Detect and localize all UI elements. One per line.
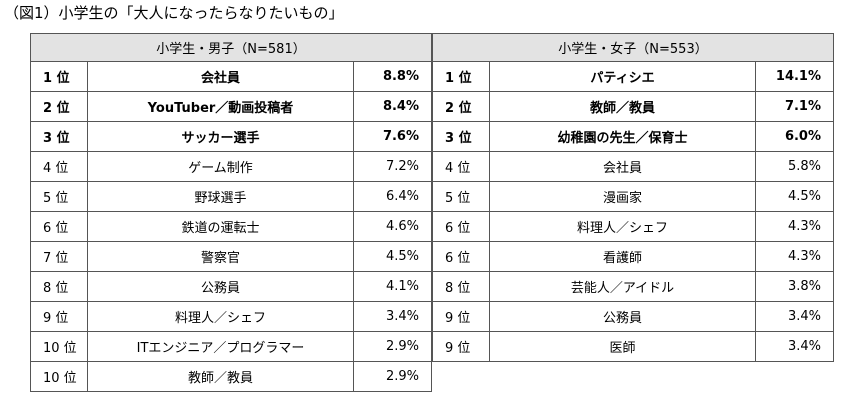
boys-table-row: 2 位 YouTuber／動画投稿者 8.4% (30, 91, 433, 122)
boys-table-row: 3 位サッカー選手 7.6% (30, 121, 433, 152)
occupation-cell: 会社員 (489, 151, 756, 182)
percentage-cell: 5.8% (754, 151, 835, 182)
girls-table-row: 9 位公務員 3.4% (432, 301, 835, 332)
girls-ranking-table: 小学生・女子（N=553） 1 位パティシエ 14.1% 2 位教師／教員 7.1% 3… (431, 33, 835, 362)
percentage-cell: 14.1% (754, 61, 835, 92)
boys-table-header: 小学生・男子（N=581） (29, 33, 433, 62)
percentage-cell: 6.0% (754, 121, 835, 152)
percentage-cell: 2.9% (352, 361, 433, 392)
girls-table-row: 6 位看護師 4.3% (432, 241, 835, 272)
figure-caption: （図1）小学生の「大人になったらなりたいもの」 (4, 4, 344, 22)
girls-table-row: 1 位パティシエ 14.1% (432, 61, 835, 92)
boys-table-row: 9 位料理人／シェフ 3.4% (30, 301, 433, 332)
rank-cell: 7 位 (30, 241, 88, 272)
boys-table-row: 4 位ゲーム制作 7.2% (30, 151, 433, 182)
occupation-cell: 公務員 (489, 301, 756, 332)
rank-cell: 1 位 (432, 61, 490, 92)
boys-table-row: 10 位教師／教員 2.9% (30, 361, 433, 392)
rank-cell: 10 位 (30, 361, 88, 392)
occupation-cell: 幼稚園の先生／保育士 (489, 121, 756, 152)
occupation-cell: パティシエ (489, 61, 756, 92)
girls-table-body: 1 位パティシエ 14.1% 2 位教師／教員 7.1% 3 位幼稚園の先生／保育士 6.… (432, 61, 835, 362)
boys-table-row: 10 位 ITエンジニア／プログラマー 2.9% (30, 331, 433, 362)
rank-cell: 8 位 (30, 271, 88, 302)
girls-table-row: 2 位教師／教員 7.1% (432, 91, 835, 122)
occupation-cell: 教師／教員 (489, 91, 756, 122)
rank-cell: 9 位 (30, 301, 88, 332)
girls-table-row: 4 位会社員 5.8% (432, 151, 835, 182)
occupation-cell: ゲーム制作 (87, 151, 354, 182)
girls-table-header: 小学生・女子（N=553） (431, 33, 835, 62)
occupation-cell: 医師 (489, 331, 756, 362)
percentage-cell: 7.6% (352, 121, 433, 152)
percentage-cell: 4.5% (352, 241, 433, 272)
boys-table-row: 1 位会社員 8.8% (30, 61, 433, 92)
boys-table-row: 6 位鉄道の運転士 4.6% (30, 211, 433, 242)
percentage-cell: 6.4% (352, 181, 433, 212)
rank-cell: 1 位 (30, 61, 88, 92)
boys-table-body: 1 位会社員 8.8% 2 位 YouTuber／動画投稿者 8.4% 3 位サッカー選手… (30, 61, 433, 392)
occupation-cell: 芸能人／アイドル (489, 271, 756, 302)
rank-cell: 9 位 (432, 331, 490, 362)
percentage-cell: 8.8% (352, 61, 433, 92)
girls-table-row: 5 位漫画家 4.5% (432, 181, 835, 212)
boys-table-row: 7 位警察官 4.5% (30, 241, 433, 272)
occupation-cell: 警察官 (87, 241, 354, 272)
rank-cell: 6 位 (432, 241, 490, 272)
occupation-cell: 野球選手 (87, 181, 354, 212)
percentage-cell: 4.3% (754, 211, 835, 242)
occupation-cell: 看護師 (489, 241, 756, 272)
girls-table-row: 8 位芸能人／アイドル 3.8% (432, 271, 835, 302)
rank-cell: 5 位 (432, 181, 490, 212)
percentage-cell: 4.6% (352, 211, 433, 242)
percentage-cell: 7.2% (352, 151, 433, 182)
occupation-cell: 漫画家 (489, 181, 756, 212)
rank-cell: 3 位 (30, 121, 88, 152)
occupation-cell: 料理人／シェフ (489, 211, 756, 242)
occupation-cell: 料理人／シェフ (87, 301, 354, 332)
girls-table-row: 6 位料理人／シェフ 4.3% (432, 211, 835, 242)
rank-cell: 10 位 (30, 331, 88, 362)
percentage-cell: 3.8% (754, 271, 835, 302)
percentage-cell: 8.4% (352, 91, 433, 122)
rank-cell: 5 位 (30, 181, 88, 212)
percentage-cell: 4.1% (352, 271, 433, 302)
occupation-cell: 鉄道の運転士 (87, 211, 354, 242)
boys-table-row: 5 位野球選手 6.4% (30, 181, 433, 212)
occupation-cell: 会社員 (87, 61, 354, 92)
rank-cell: 6 位 (432, 211, 490, 242)
percentage-cell: 4.5% (754, 181, 835, 212)
percentage-cell: 3.4% (754, 301, 835, 332)
percentage-cell: 4.3% (754, 241, 835, 272)
girls-table-row: 9 位医師 3.4% (432, 331, 835, 362)
rank-cell: 8 位 (432, 271, 490, 302)
girls-table-row: 3 位幼稚園の先生／保育士 6.0% (432, 121, 835, 152)
rank-cell: 3 位 (432, 121, 490, 152)
rank-cell: 9 位 (432, 301, 490, 332)
occupation-cell: サッカー選手 (87, 121, 354, 152)
percentage-cell: 3.4% (352, 301, 433, 332)
percentage-cell: 7.1% (754, 91, 835, 122)
rank-cell: 2 位 (30, 91, 88, 122)
rank-cell: 6 位 (30, 211, 88, 242)
percentage-cell: 3.4% (754, 331, 835, 362)
rank-cell: 2 位 (432, 91, 490, 122)
occupation-cell: ITエンジニア／プログラマー (87, 331, 354, 362)
boys-table-row: 8 位公務員 4.1% (30, 271, 433, 302)
percentage-cell: 2.9% (352, 331, 433, 362)
boys-ranking-table: 小学生・男子（N=581） 1 位会社員 8.8% 2 位 YouTuber／動画投稿… (29, 33, 433, 392)
occupation-cell: YouTuber／動画投稿者 (87, 91, 354, 122)
rank-cell: 4 位 (30, 151, 88, 182)
occupation-cell: 公務員 (87, 271, 354, 302)
rank-cell: 4 位 (432, 151, 490, 182)
occupation-cell: 教師／教員 (87, 361, 354, 392)
